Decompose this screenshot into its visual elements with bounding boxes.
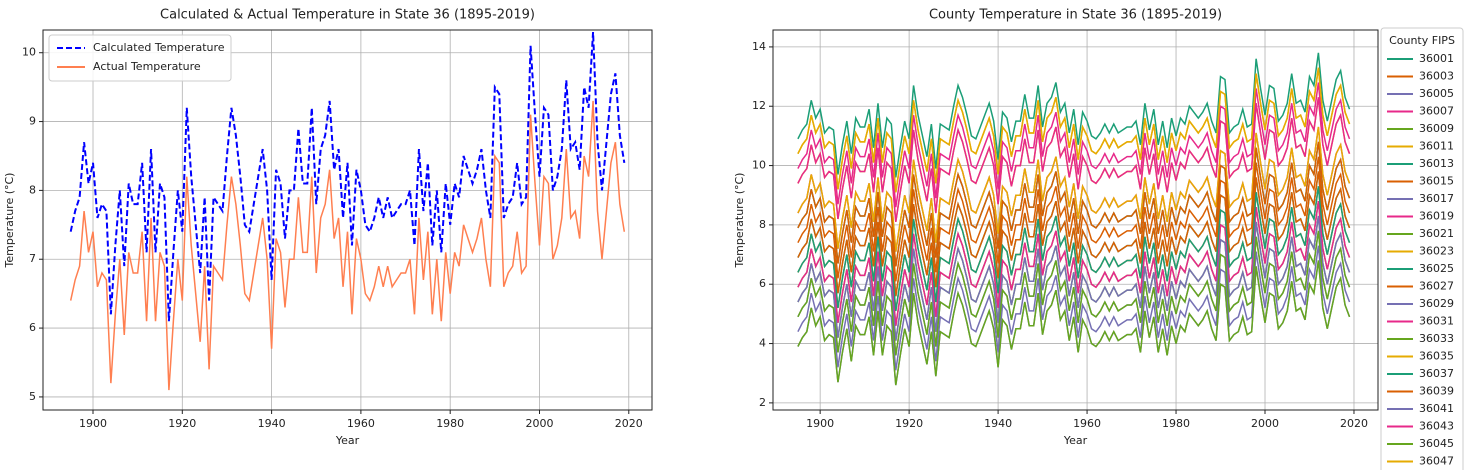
series-line [797, 52, 1351, 178]
chart-title: Calculated & Actual Temperature in State… [160, 8, 535, 23]
series-line [797, 97, 1351, 223]
series-line [797, 215, 1351, 341]
y-tick-label: 5 [29, 390, 36, 403]
legend-label: 36027 [1419, 280, 1454, 293]
legend-box [48, 34, 232, 82]
y-tick-label: 6 [759, 277, 766, 290]
x-axis-label: Year [335, 434, 360, 447]
legend-label: 36005 [1419, 87, 1454, 100]
series-line [797, 82, 1351, 208]
legend-label: 36047 [1419, 455, 1454, 468]
legend-label: 36037 [1419, 367, 1454, 380]
legend-label: 36035 [1419, 350, 1454, 363]
y-tick-label: 6 [29, 321, 36, 334]
y-tick-label: 14 [752, 40, 766, 53]
y-tick-label: 10 [752, 159, 766, 172]
series-line [797, 141, 1351, 267]
legend-label: 36007 [1419, 105, 1454, 118]
series-line [69, 100, 626, 391]
series-line [797, 67, 1351, 193]
legend-label: 36039 [1419, 385, 1454, 398]
x-axis-label: Year [1063, 434, 1088, 447]
x-tick-label: 1940 [258, 417, 286, 430]
legend-label: 36017 [1419, 192, 1454, 205]
x-tick-label: 1900 [806, 417, 834, 430]
y-tick-label: 9 [29, 115, 36, 128]
series-line [797, 245, 1351, 371]
y-tick-label: 8 [759, 218, 766, 231]
legend-label: 36003 [1419, 70, 1454, 83]
series-line [797, 201, 1351, 326]
plot-frame [772, 29, 1379, 411]
legend-label: 36043 [1419, 420, 1454, 433]
legend-title: County FIPS [1389, 34, 1455, 47]
series-line [797, 156, 1351, 282]
y-tick-label: 10 [22, 46, 36, 59]
series-line [69, 32, 626, 322]
legend: Calculated Temperature Actual Temperature [48, 34, 232, 82]
legend-box [1380, 27, 1464, 470]
x-tick-label: 1940 [984, 417, 1012, 430]
x-tick-label: 1920 [895, 417, 923, 430]
legend-label: 36015 [1419, 175, 1454, 188]
legend-label: 36045 [1419, 437, 1454, 450]
y-tick-label: 12 [752, 99, 766, 112]
legend: County FIPS 36001 36003 36005 36007 36009 3601… [1380, 27, 1464, 470]
x-tick-label: 1980 [436, 417, 464, 430]
x-tick-label: 2000 [525, 417, 553, 430]
y-tick-label: 7 [29, 252, 36, 265]
legend-label: 36019 [1419, 210, 1454, 223]
plot-frame [42, 29, 653, 411]
y-tick-label: 8 [29, 183, 36, 196]
legend-label: 36021 [1419, 227, 1454, 240]
legend-label: 36013 [1419, 157, 1454, 170]
legend-label: 36025 [1419, 262, 1454, 275]
x-tick-label: 1920 [168, 417, 196, 430]
series-line [797, 126, 1351, 252]
legend-label: Calculated Temperature [93, 41, 225, 54]
legend-label: 36041 [1419, 402, 1454, 415]
series-line [797, 260, 1351, 386]
y-tick-label: 2 [759, 396, 766, 409]
legend-label: 36023 [1419, 245, 1454, 258]
y-tick-label: 4 [759, 337, 766, 350]
series-line [797, 171, 1351, 297]
legend-label: 36033 [1419, 332, 1454, 345]
series-line [797, 186, 1351, 312]
x-tick-label: 1960 [1073, 417, 1101, 430]
legend-label: 36009 [1419, 122, 1454, 135]
legend-label: 36001 [1419, 52, 1454, 65]
x-tick-label: 2020 [615, 417, 643, 430]
x-tick-label: 1960 [347, 417, 375, 430]
y-axis-label: Temperature (°C) [3, 173, 16, 269]
legend-label: 36031 [1419, 315, 1454, 328]
x-tick-label: 2000 [1251, 417, 1279, 430]
legend-label: 36011 [1419, 140, 1454, 153]
series-line [797, 230, 1351, 356]
chart-title: County Temperature in State 36 (1895-201… [929, 8, 1222, 23]
y-axis-label: Temperature (°C) [733, 173, 746, 269]
legend-label: Actual Temperature [93, 60, 201, 73]
x-tick-label: 1980 [1162, 417, 1190, 430]
legend-label: 36029 [1419, 297, 1454, 310]
x-tick-label: 1900 [79, 417, 107, 430]
x-tick-label: 2020 [1340, 417, 1368, 430]
